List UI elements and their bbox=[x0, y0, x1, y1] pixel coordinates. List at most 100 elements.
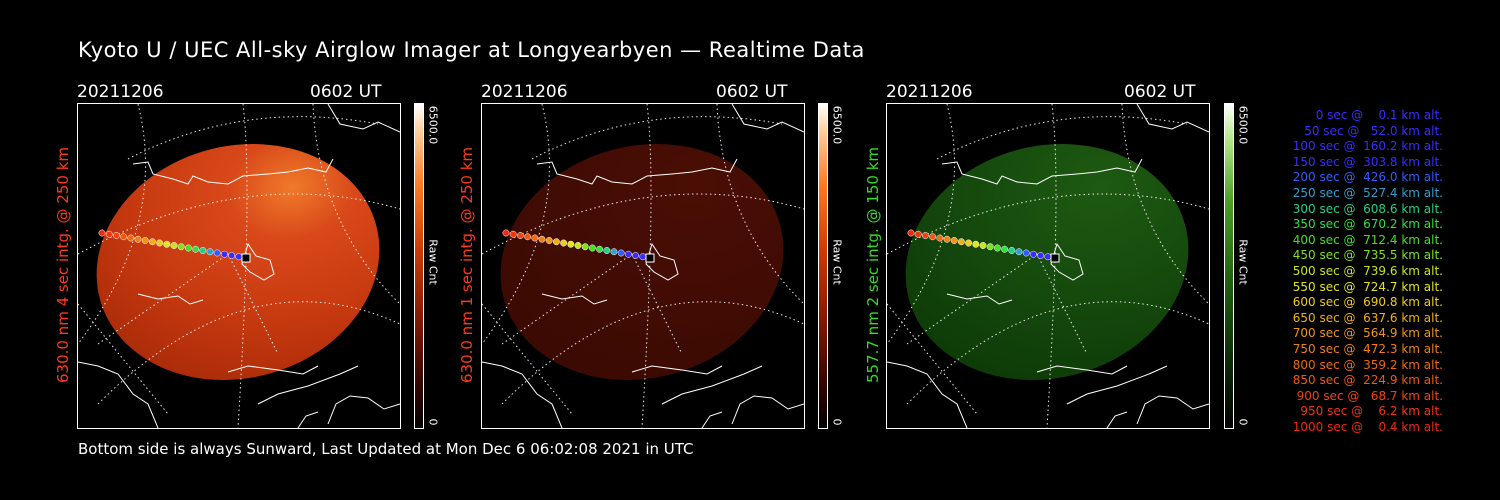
trajectory-point bbox=[98, 229, 106, 237]
legend-row: 400 sec @ 712.4 km alt. bbox=[1292, 232, 1443, 247]
trajectory-point bbox=[632, 252, 640, 259]
panel-1-cbar-unit: Raw Cnt bbox=[426, 239, 440, 285]
trajectory-point bbox=[581, 243, 589, 251]
legend-row: 50 sec @ 52.0 km alt. bbox=[1304, 123, 1443, 138]
trajectory-point bbox=[639, 253, 647, 261]
trajectory-point bbox=[220, 250, 228, 258]
trajectory-point bbox=[1015, 248, 1023, 256]
trajectory-point bbox=[617, 249, 625, 257]
trajectory-point bbox=[993, 244, 1001, 252]
legend-row: 800 sec @ 359.2 km alt. bbox=[1292, 357, 1443, 372]
legend-row: 450 sec @ 735.5 km alt. bbox=[1292, 248, 1443, 263]
panel-1-cbar-min: 0 bbox=[426, 418, 440, 426]
panel-3-date: 20211206 bbox=[886, 82, 973, 102]
trajectory-point bbox=[213, 249, 221, 257]
legend-row: 250 sec @ 527.4 km alt. bbox=[1292, 185, 1443, 200]
trajectory-point bbox=[545, 237, 553, 244]
panel-1-ylabel: 630.0 nm 4 sec intg. @ 250 km bbox=[54, 146, 72, 384]
trajectory-point bbox=[509, 230, 517, 238]
trajectory-point bbox=[156, 239, 164, 247]
panel-2-time: 0602 UT bbox=[716, 82, 788, 102]
panel-3-ylabel: 557.7 nm 2 sec intg. @ 150 km bbox=[864, 146, 882, 384]
trajectory-point bbox=[148, 238, 156, 246]
panel-2-cbar-min: 0 bbox=[830, 418, 844, 426]
station-marker bbox=[241, 253, 251, 263]
panel-3-image[interactable] bbox=[886, 103, 1210, 429]
trajectory-point bbox=[610, 248, 618, 256]
panel-1-cbar-max: 6500.0 bbox=[426, 105, 440, 145]
panel-1-colorbar bbox=[414, 103, 424, 429]
legend-row: 150 sec @ 303.8 km alt. bbox=[1292, 154, 1443, 169]
trajectory-point bbox=[979, 242, 987, 249]
trajectory-point bbox=[1001, 245, 1009, 253]
trajectory-point bbox=[596, 245, 604, 253]
panel-3-cbar-min: 0 bbox=[1236, 418, 1250, 426]
trajectory-point bbox=[163, 240, 171, 248]
trajectory-legend: 0 sec @ 0.1 km alt. 50 sec @ 52.0 km alt.… bbox=[1258, 108, 1443, 435]
panel-2-cbar-unit: Raw Cnt bbox=[830, 239, 844, 285]
legend-row: 600 sec @ 690.8 km alt. bbox=[1292, 295, 1443, 310]
panel-2-ylabel: 630.0 nm 1 sec intg. @ 250 km bbox=[458, 146, 476, 384]
trajectory-point bbox=[1037, 252, 1045, 259]
trajectory-point bbox=[199, 247, 207, 254]
trajectory-point bbox=[957, 238, 965, 246]
panel-1-time: 0602 UT bbox=[310, 82, 382, 102]
trajectory-point bbox=[1008, 247, 1016, 254]
trajectory-point bbox=[1044, 253, 1052, 261]
legend-row: 1000 sec @ 0.4 km alt. bbox=[1292, 419, 1443, 434]
trajectory-point bbox=[192, 245, 200, 253]
legend-row: 650 sec @ 637.6 km alt. bbox=[1292, 310, 1443, 325]
trajectory-point bbox=[134, 235, 142, 243]
legend-row: 750 sec @ 472.3 km alt. bbox=[1292, 341, 1443, 356]
trajectory-point bbox=[603, 247, 611, 254]
panel-2-date: 20211206 bbox=[481, 82, 568, 102]
page-title: Kyoto U / UEC All-sky Airglow Imager at … bbox=[78, 38, 865, 62]
trajectory-point bbox=[943, 235, 951, 243]
trajectory-point bbox=[986, 243, 994, 251]
trajectory-point bbox=[235, 253, 243, 261]
trajectory-point bbox=[552, 238, 560, 246]
airglow-disc bbox=[500, 143, 784, 381]
trajectory-point bbox=[965, 239, 973, 247]
panel-2-image[interactable] bbox=[481, 103, 805, 429]
panel-1-image[interactable] bbox=[77, 103, 401, 429]
trajectory-point bbox=[184, 244, 192, 252]
trajectory-point bbox=[170, 242, 178, 249]
trajectory-point bbox=[502, 229, 510, 237]
trajectory-point bbox=[929, 233, 937, 241]
panel-3-cbar-max: 6500.0 bbox=[1236, 105, 1250, 145]
trajectory-point bbox=[120, 233, 128, 241]
panel-2-colorbar bbox=[818, 103, 828, 429]
trajectory-point bbox=[624, 250, 632, 258]
panel-1-date: 20211206 bbox=[77, 82, 164, 102]
legend-row: 350 sec @ 670.2 km alt. bbox=[1292, 217, 1443, 232]
trajectory-point bbox=[950, 237, 958, 244]
trajectory-point bbox=[531, 234, 539, 242]
airglow-disc bbox=[96, 143, 380, 381]
trajectory-point bbox=[936, 234, 944, 242]
panel-3-colorbar bbox=[1224, 103, 1234, 429]
trajectory-point bbox=[1029, 250, 1037, 258]
panel-3-cbar-unit: Raw Cnt bbox=[1236, 239, 1250, 285]
trajectory-point bbox=[972, 240, 980, 248]
legend-row: 850 sec @ 224.9 km alt. bbox=[1292, 373, 1443, 388]
legend-row: 700 sec @ 564.9 km alt. bbox=[1292, 326, 1443, 341]
trajectory-point bbox=[1022, 249, 1030, 257]
panel-3-time: 0602 UT bbox=[1124, 82, 1196, 102]
legend-row: 500 sec @ 739.6 km alt. bbox=[1292, 263, 1443, 278]
trajectory-point bbox=[105, 230, 113, 238]
legend-row: 200 sec @ 426.0 km alt. bbox=[1292, 170, 1443, 185]
trajectory-point bbox=[567, 240, 575, 248]
trajectory-point bbox=[574, 242, 582, 249]
trajectory-point bbox=[538, 235, 546, 243]
trajectory-point bbox=[177, 243, 185, 251]
legend-row: 100 sec @ 160.2 km alt. bbox=[1292, 139, 1443, 154]
legend-row: 0 sec @ 0.1 km alt. bbox=[1315, 108, 1443, 122]
panel-2-cbar-max: 6500.0 bbox=[830, 105, 844, 145]
trajectory-point bbox=[141, 237, 149, 244]
station-marker bbox=[1050, 253, 1060, 263]
trajectory-point bbox=[560, 239, 568, 247]
trajectory-point bbox=[588, 244, 596, 252]
trajectory-point bbox=[907, 229, 915, 237]
legend-row: 950 sec @ 6.2 km alt. bbox=[1300, 404, 1443, 419]
